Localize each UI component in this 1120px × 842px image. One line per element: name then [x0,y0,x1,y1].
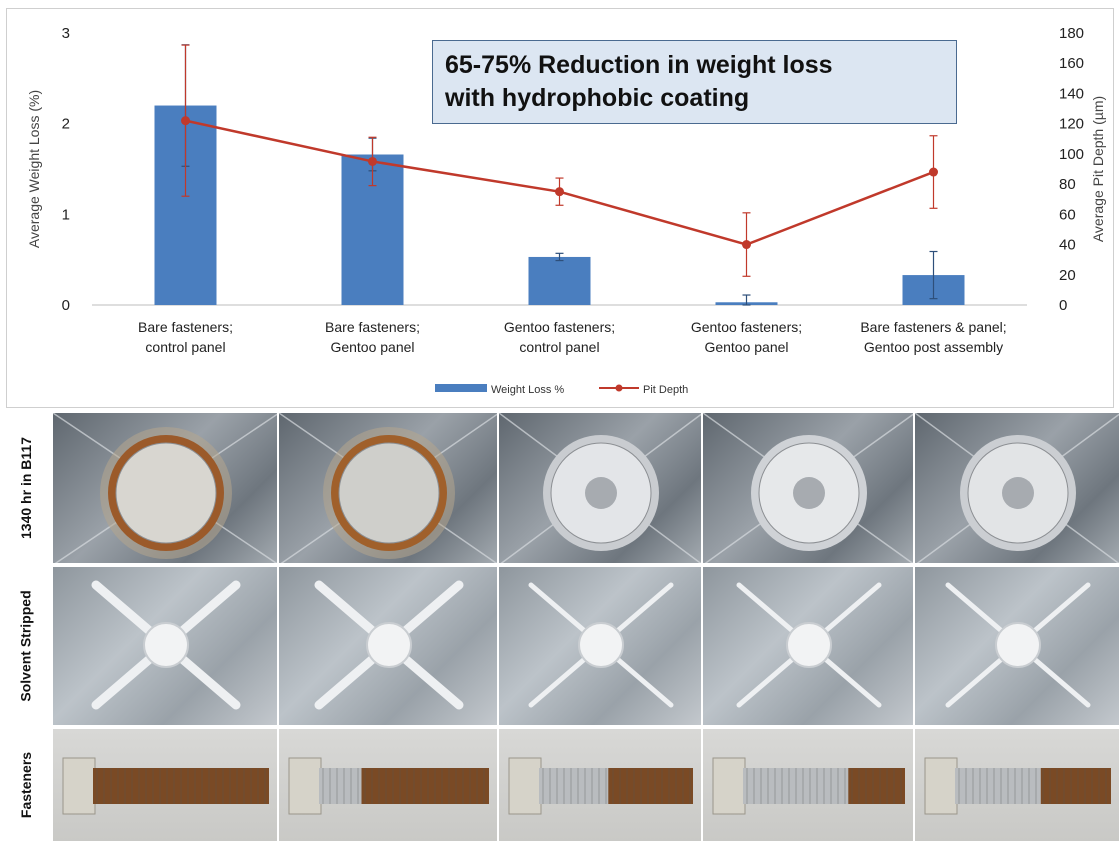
b117-photo [52,412,278,564]
callout-line-1: 65-75% Reduction in weight loss [445,51,833,79]
fastener-photo [498,728,702,842]
y2-tick-label: 0 [1059,297,1067,314]
bar [528,256,591,305]
fastener-photo [702,728,914,842]
category-label: Gentoo panel [330,339,414,355]
category-label: Bare fasteners; [325,319,420,335]
category-label: Gentoo fasteners; [691,319,802,335]
y2-tick-label: 100 [1059,146,1084,163]
y2-tick-label: 120 [1059,116,1084,133]
pit-depth-point [742,240,751,250]
stripped-photo [52,566,278,726]
legend-swatch-weight-loss [435,384,487,392]
callout-box: 65-75% Reduction in weight loss with hyd… [432,40,957,124]
category-label: Gentoo panel [704,339,788,355]
stripped-photo [278,566,498,726]
category-label: control panel [145,339,225,355]
category-label: Gentoo fasteners; [504,319,615,335]
b117-photo [702,412,914,564]
y-tick-label: 3 [62,25,70,42]
chart-panel: 0 1 2 3 0 20 40 60 80 100 120 140 160 180 Average Weig… [6,8,1114,408]
row-label-solvent-text: Solvent Stripped [18,590,35,702]
y-tick-label: 1 [62,206,70,223]
pit-depth-point [181,116,190,126]
b117-photo [914,412,1120,564]
row-label-b117-text: 1340 hr in B117 [18,437,35,539]
row-label-fasteners-text: Fasteners [18,751,34,819]
b117-photo [278,412,498,564]
y2-tick-label: 40 [1059,237,1076,254]
y-axis-label: Average Weight Loss (%) [26,90,42,248]
pit-depth-point [929,167,938,177]
y-tick-label: 0 [62,297,70,314]
y2-tick-label: 20 [1059,267,1076,284]
category-label: Gentoo post assembly [864,339,1003,355]
category-label: control panel [519,339,599,355]
legend-label-pit-depth: Pit Depth [643,384,688,396]
fastener-photo [278,728,498,842]
fastener-photo [914,728,1120,842]
stripped-photo [702,566,914,726]
pit-depth-point [368,156,377,166]
legend-marker-pit-depth [615,384,623,392]
callout-line-2: with hydrophobic coating [445,84,750,112]
pit-depth-point [555,187,564,197]
chart-svg: 0 1 2 3 0 20 40 60 80 100 120 140 160 180 Average Weig… [26,25,1106,396]
y2-tick-label: 60 [1059,206,1076,223]
row-label-b117: 1340 hr in B117 [0,412,52,564]
y2-tick-label: 80 [1059,176,1076,193]
photo-grid: 1340 hr in B117 Solvent Stripped Fastene… [0,412,1120,842]
y2-tick-label: 160 [1059,55,1084,72]
y2-axis-label: Average Pit Depth (µm) [1090,96,1106,242]
legend-label-weight-loss: Weight Loss % [491,384,564,396]
y2-tick-label: 140 [1059,85,1084,102]
row-label-solvent: Solvent Stripped [0,566,52,726]
category-label: Bare fasteners; [138,319,233,335]
stripped-photo [914,566,1120,726]
stripped-photo [498,566,702,726]
b117-photo [498,412,702,564]
row-label-fasteners: Fasteners [0,728,52,842]
fastener-photo [52,728,278,842]
category-label: Bare fasteners & panel; [860,319,1006,335]
y-tick-label: 2 [62,116,70,133]
y2-tick-label: 180 [1059,25,1084,42]
